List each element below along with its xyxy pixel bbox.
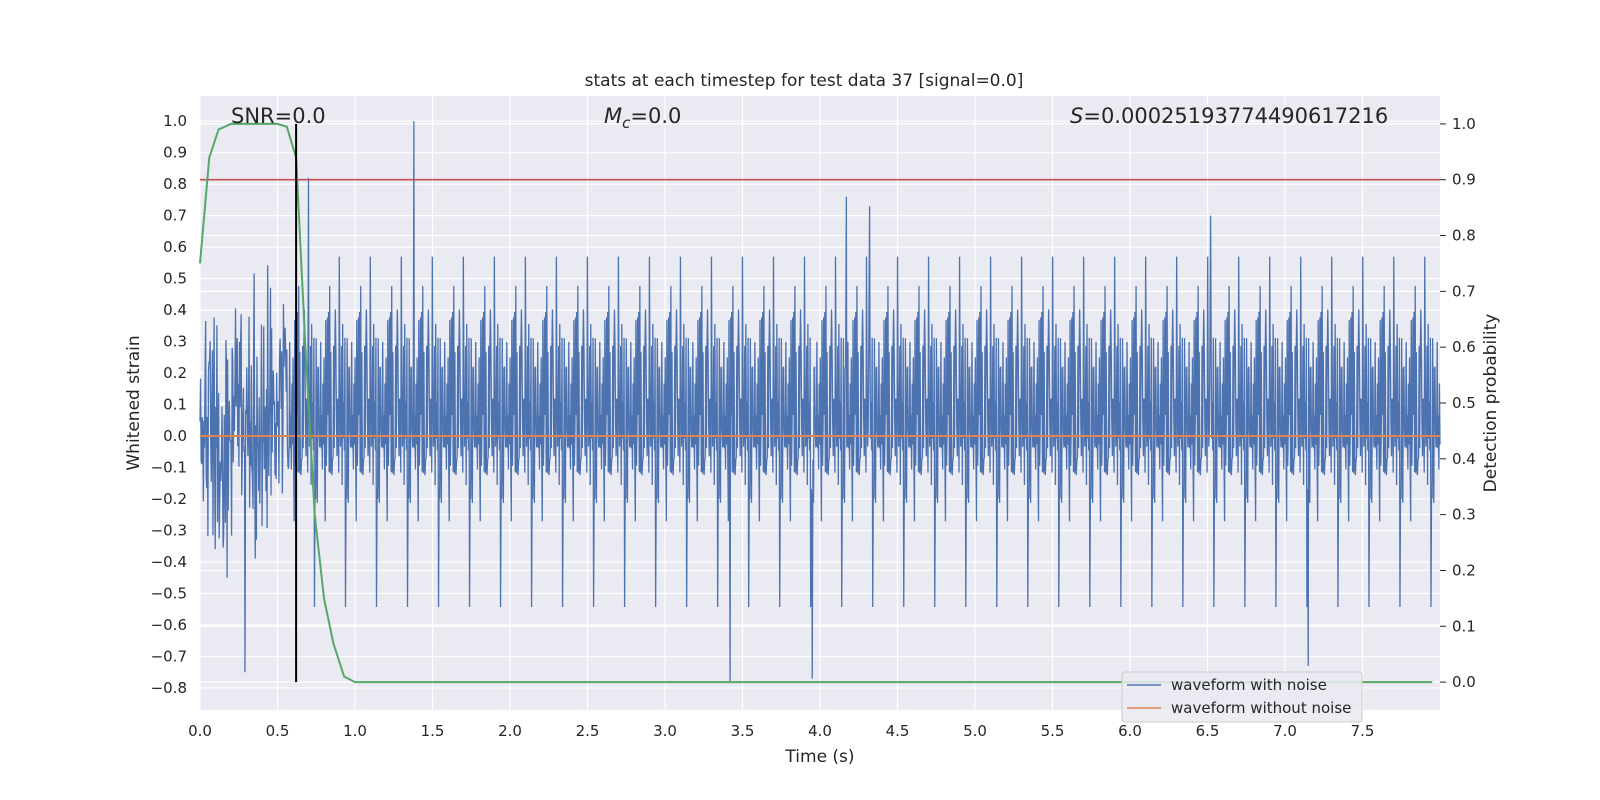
x-tick-label: 3.0 bbox=[653, 722, 677, 740]
y-tick-label: 0.5 bbox=[163, 270, 187, 288]
y-tick-label: 0.2 bbox=[163, 364, 187, 382]
y2-tick-label: 0.6 bbox=[1452, 338, 1476, 356]
y-tick-label: 1.0 bbox=[163, 112, 187, 130]
y-tick-label: −0.5 bbox=[151, 584, 187, 602]
x-axis: 0.0 0.5 1.0 1.5 2.0 2.5 3.0 3.5 4.0 4.5 5.0 5.5 6.0 6… bbox=[188, 722, 1374, 740]
y-tick-label: −0.6 bbox=[151, 616, 187, 634]
s-annotation: S=0.00025193774490617216 bbox=[1070, 104, 1388, 128]
s-symbol: S bbox=[1070, 104, 1083, 128]
s-value: =0.00025193774490617216 bbox=[1083, 104, 1388, 128]
y2-tick-label: 0.1 bbox=[1452, 617, 1476, 635]
y2-tick-label: 1.0 bbox=[1452, 115, 1476, 133]
noise-waveform bbox=[199, 121, 1441, 682]
y2-tick-label: 0.0 bbox=[1452, 673, 1476, 691]
y-tick-label: 0.6 bbox=[163, 238, 187, 256]
y-axis-right: 0.0 0.1 0.2 0.3 0.4 0.5 0.6 0.7 0.8 0.9 1.0 bbox=[1440, 115, 1476, 691]
x-tick-label: 1.5 bbox=[421, 722, 445, 740]
y-tick-label: −0.4 bbox=[151, 553, 187, 571]
y2-axis-label: Detection probability bbox=[1481, 314, 1501, 493]
y-tick-label: 0.4 bbox=[163, 301, 187, 319]
x-tick-label: 3.5 bbox=[731, 722, 755, 740]
y-tick-label: 0.7 bbox=[163, 207, 187, 225]
snr-annotation: SNR=0.0 bbox=[231, 104, 326, 128]
y2-tick-label: 0.4 bbox=[1452, 450, 1476, 468]
x-tick-label: 5.5 bbox=[1041, 722, 1065, 740]
y-tick-label: 0.9 bbox=[163, 144, 187, 162]
x-tick-label: 7.0 bbox=[1273, 722, 1297, 740]
y-tick-label: 0.0 bbox=[163, 427, 187, 445]
legend-label-clean: waveform without noise bbox=[1171, 699, 1351, 717]
chirp-mass-symbol: M bbox=[604, 104, 622, 128]
chirp-mass-value: =0.0 bbox=[630, 104, 681, 128]
y2-tick-label: 0.7 bbox=[1452, 282, 1476, 300]
overlay-lines bbox=[199, 122, 1440, 684]
y-tick-label: −0.1 bbox=[151, 459, 187, 477]
y2-tick-label: 0.8 bbox=[1452, 227, 1476, 245]
y2-tick-label: 0.3 bbox=[1452, 506, 1476, 524]
legend: waveform with noise waveform without noi… bbox=[1121, 671, 1363, 723]
y-axis-left: −0.8 −0.7 −0.6 −0.5 −0.4 −0.3 −0.2 −0.1 0.0 0.1 0.… bbox=[151, 112, 187, 697]
x-tick-label: 7.5 bbox=[1351, 722, 1375, 740]
y-tick-label: −0.3 bbox=[151, 522, 187, 540]
x-tick-label: 4.0 bbox=[808, 722, 832, 740]
y-tick-label: −0.2 bbox=[151, 490, 187, 508]
x-axis-label: Time (s) bbox=[784, 747, 854, 767]
x-tick-label: 4.5 bbox=[886, 722, 910, 740]
x-tick-label: 5.0 bbox=[963, 722, 987, 740]
x-tick-label: 2.0 bbox=[498, 722, 522, 740]
y2-tick-label: 0.2 bbox=[1452, 561, 1476, 579]
y2-tick-label: 0.5 bbox=[1452, 394, 1476, 412]
y-tick-label: −0.8 bbox=[151, 679, 187, 697]
x-tick-label: 1.0 bbox=[343, 722, 367, 740]
y2-tick-label: 0.9 bbox=[1452, 171, 1476, 189]
chart-title: stats at each timestep for test data 37 … bbox=[585, 71, 1024, 91]
x-tick-label: 2.5 bbox=[576, 722, 600, 740]
x-tick-label: 0.0 bbox=[188, 722, 212, 740]
y-tick-label: −0.7 bbox=[151, 647, 187, 665]
y-tick-label: 0.1 bbox=[163, 396, 187, 414]
x-tick-label: 0.5 bbox=[266, 722, 290, 740]
y-axis-label: Whitened strain bbox=[124, 335, 144, 470]
x-tick-label: 6.5 bbox=[1196, 722, 1220, 740]
legend-box bbox=[1121, 671, 1363, 723]
y-tick-label: 0.3 bbox=[163, 333, 187, 351]
series-detection-probability bbox=[199, 122, 1433, 684]
chirp-mass-subscript: c bbox=[622, 114, 631, 132]
chirp-mass-annotation: Mc=0.0 bbox=[604, 104, 681, 132]
legend-label-noise: waveform with noise bbox=[1171, 676, 1327, 694]
series-waveform-with-noise bbox=[199, 121, 1441, 682]
y-tick-label: 0.8 bbox=[163, 175, 187, 193]
x-tick-label: 6.0 bbox=[1118, 722, 1142, 740]
